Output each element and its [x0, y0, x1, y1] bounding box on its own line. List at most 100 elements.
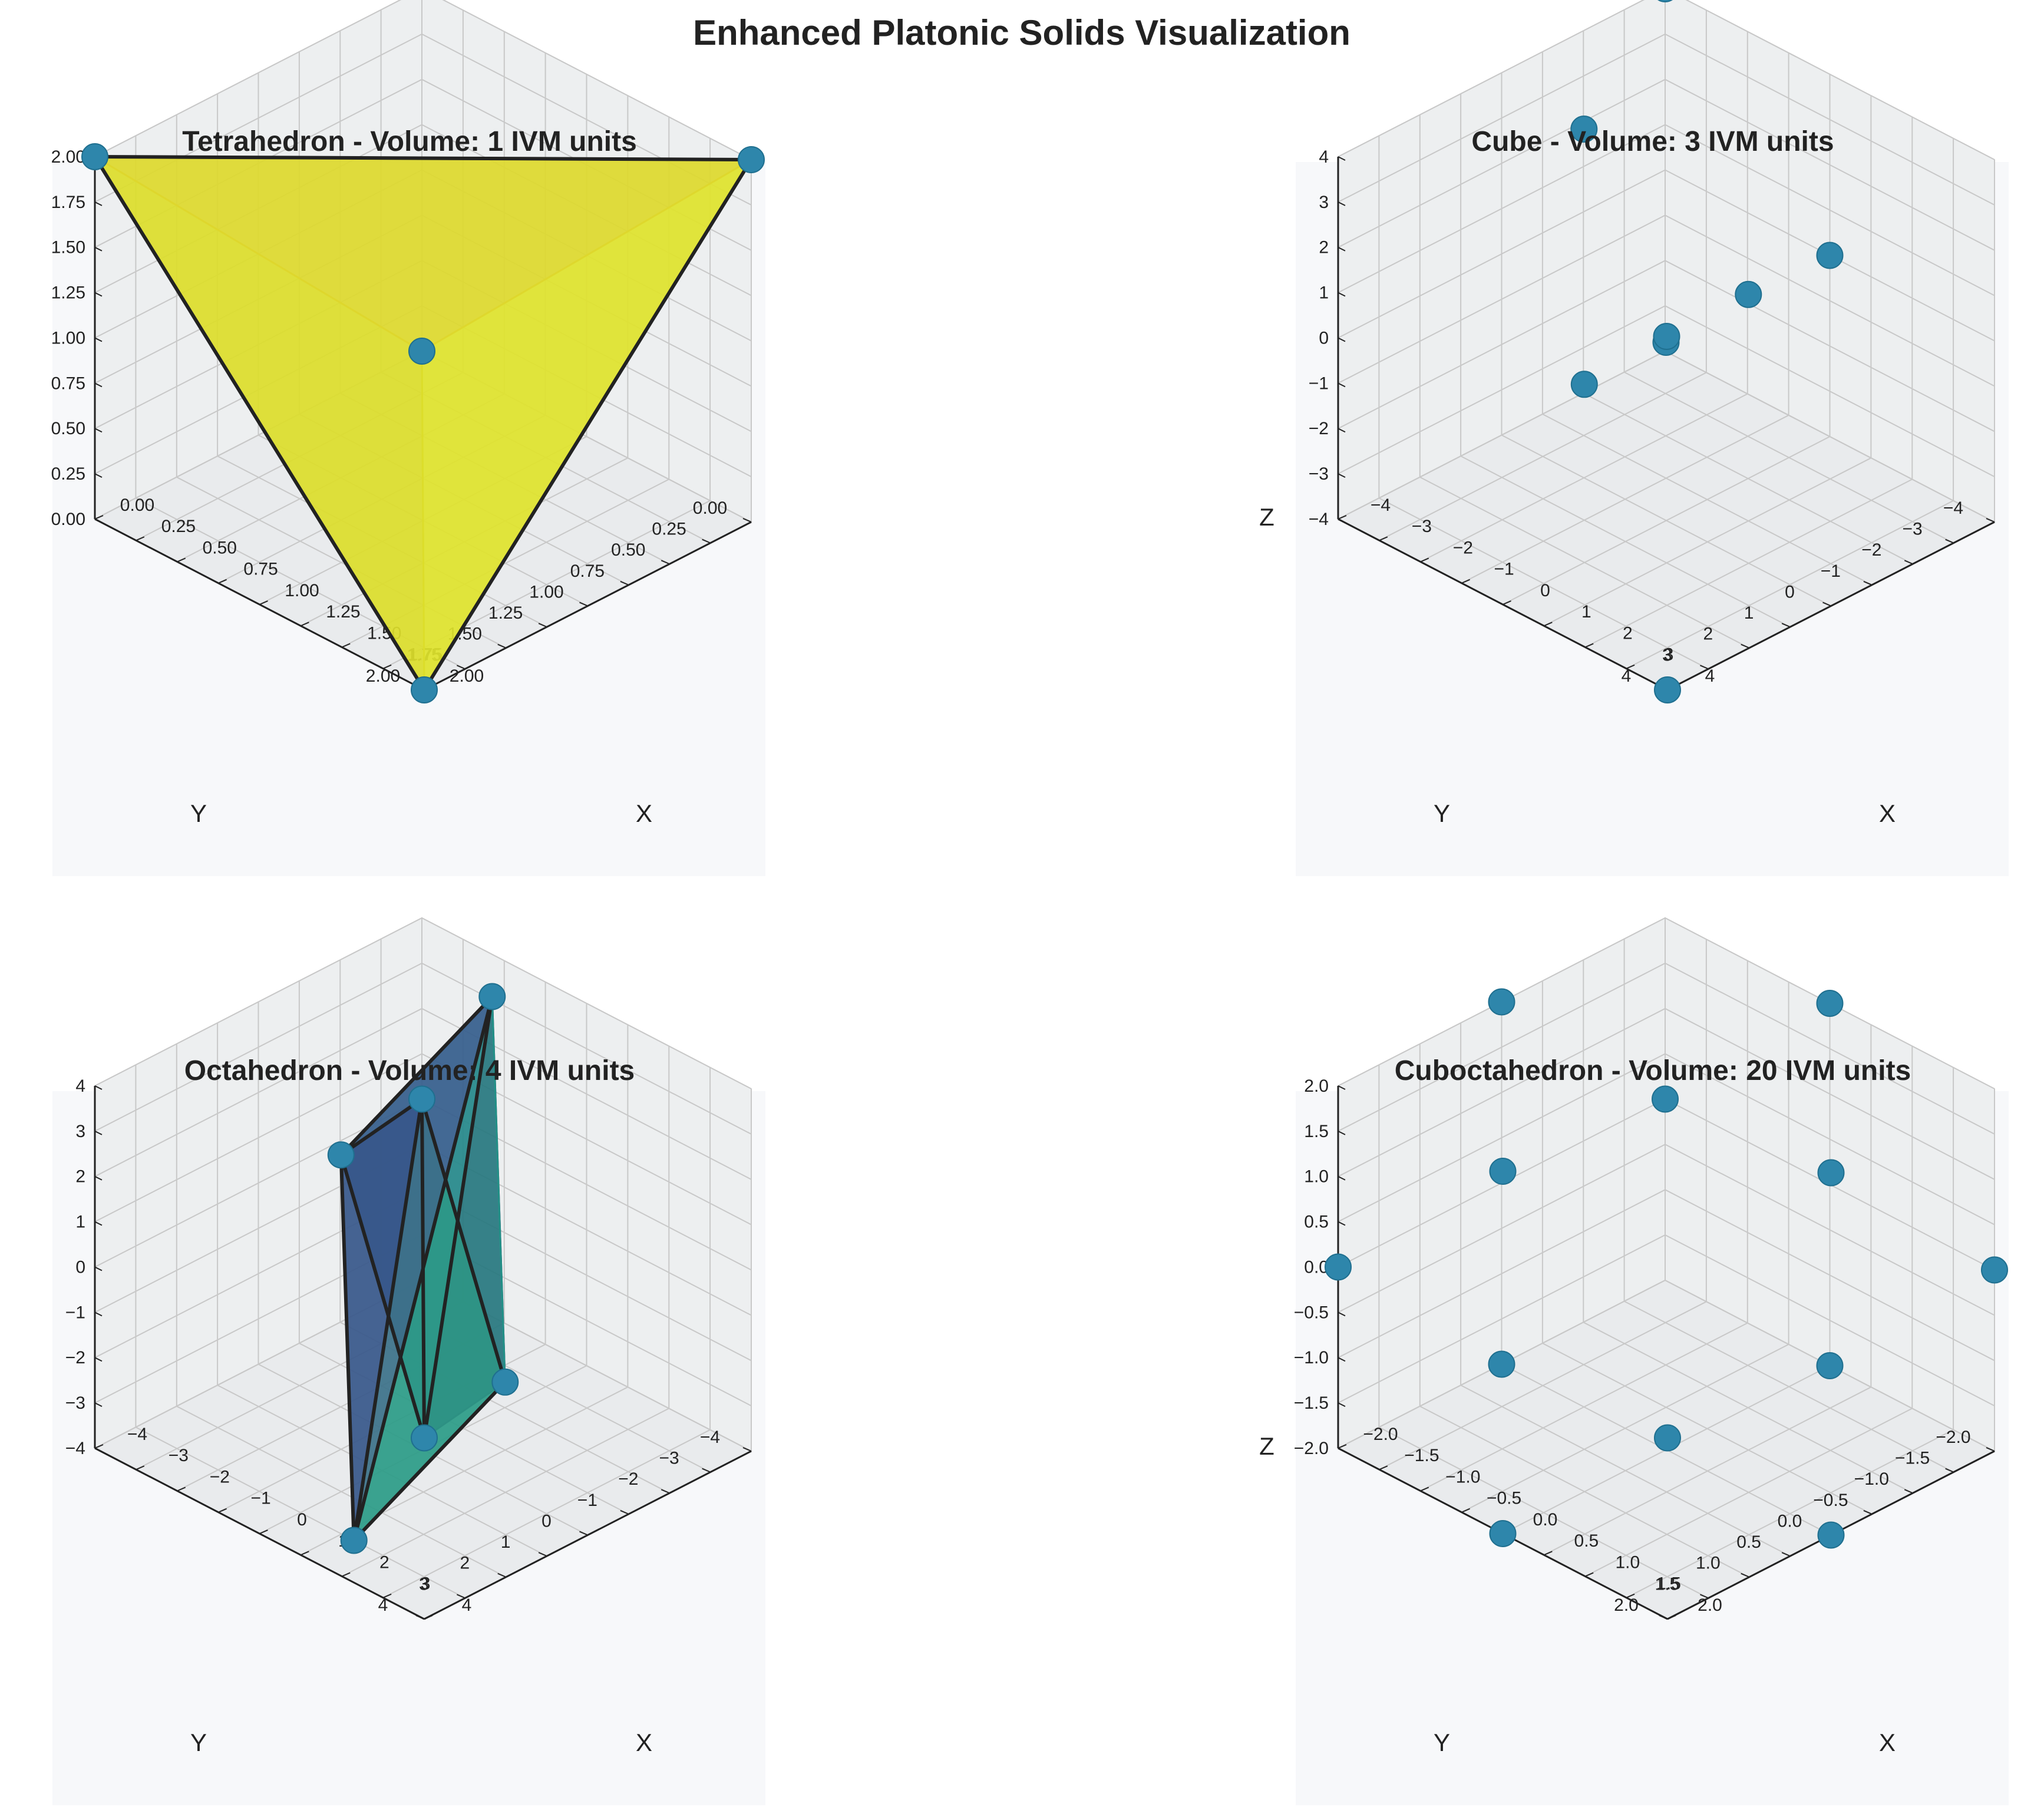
cube-vertex-point: [1570, 115, 1598, 143]
octahedron-y-tick-label: −3: [659, 1449, 679, 1468]
octahedron-z-tick: [94, 1130, 103, 1135]
tetrahedron-y-tick-label: 1.25: [488, 603, 523, 623]
cube-grid-line: [1338, 124, 1666, 293]
tetrahedron-z-tick-label: 1.00: [51, 328, 85, 348]
octahedron-z-tick-label: 4: [75, 1076, 85, 1096]
cuboctahedron-x-tick: [1626, 1593, 1635, 1598]
octahedron-x-tick: [136, 1465, 145, 1471]
cube-z-tick-label: 2: [1319, 238, 1329, 257]
cube-z-tick: [1338, 518, 1346, 523]
cube-y-tick: [1822, 602, 1831, 607]
cuboctahedron-x-tick: [1420, 1486, 1429, 1492]
tetrahedron-y-tick: [661, 560, 670, 565]
octahedron-x-tick: [300, 1551, 309, 1556]
tetrahedron-x-tick-label: 0.25: [161, 517, 196, 536]
cube-y-tick: [1741, 643, 1750, 649]
tetrahedron-panel: 0.00 0.00 0.00 0.25 0.25 0.25 0.50 0.50 0.50 0.75…: [51, 0, 765, 876]
tetrahedron-z-tick-label: 1.75: [51, 193, 85, 212]
cuboctahedron-vertex-point: [1488, 1350, 1515, 1378]
tetrahedron-z-tick: [94, 428, 103, 433]
cuboctahedron-z-tick: [1338, 1402, 1346, 1408]
cuboctahedron-grid-line: [1665, 1007, 1995, 1180]
tetrahedron-vertex-point: [738, 146, 765, 173]
cuboctahedron-z-tick-label: 2.0: [1304, 1076, 1329, 1096]
cube-vertex-point: [1654, 676, 1681, 703]
octahedron-y-tick-label: 2: [460, 1554, 470, 1573]
octahedron-z-tick-label: −3: [65, 1393, 85, 1413]
octahedron-z-tick: [94, 1085, 103, 1090]
octahedron-z-tick: [94, 1357, 103, 1362]
cuboctahedron-z-tick-label: −1.0: [1294, 1348, 1329, 1367]
tetrahedron-x-tick-label: 0.00: [120, 495, 154, 515]
tetrahedron-z-tick: [94, 382, 103, 388]
cube-grid-line: [1338, 78, 1666, 248]
cuboctahedron-y-axis-label: Y: [1434, 1729, 1450, 1756]
cube-x-tick-label: 4: [1705, 666, 1715, 686]
tetrahedron-grid-line: [442, 0, 752, 160]
cube-z-tick-label: −3: [1309, 464, 1329, 484]
cuboctahedron-grid-line: [1460, 1385, 1791, 1557]
cuboctahedron-y-tick: [1741, 1572, 1750, 1578]
octahedron-x-tick-label: 2: [379, 1552, 389, 1572]
tetrahedron-z-tick-label: 0.50: [51, 419, 85, 438]
cuboctahedron-x-tick-label: −1.0: [1445, 1467, 1480, 1486]
cuboctahedron-grid-line: [1584, 1408, 1913, 1577]
tetrahedron-edge: [93, 155, 426, 692]
cuboctahedron-grid-line: [1419, 1405, 1750, 1578]
cuboctahedron-y-tick-label: −1.5: [1895, 1449, 1930, 1468]
octahedron-grid-line: [176, 1405, 507, 1578]
cube-z-tick: [1338, 156, 1346, 161]
octahedron-x-tick: [177, 1486, 186, 1492]
tetrahedron-x-tick: [136, 536, 145, 541]
octahedron-edge: [420, 1097, 507, 1384]
octahedron-z-tick: [94, 1448, 103, 1452]
cube-y-tick: [1863, 580, 1873, 586]
octahedron-z-tick-label: 3: [75, 1122, 85, 1141]
cuboctahedron-x-axis-label: X: [1879, 1729, 1896, 1756]
octahedron-x-axis-label: X: [636, 1729, 652, 1756]
cube-grid-line: [1338, 0, 1645, 157]
cuboctahedron-y-tick: [1781, 1552, 1791, 1557]
cuboctahedron-grid-line: [1665, 963, 1995, 1135]
octahedron-panel: −4−4−4−3−3−3−2−2−2−1−1−1000111222333444X…: [52, 917, 765, 1805]
cube-x-tick-label: −2: [1453, 538, 1473, 557]
cube-grid-line: [1665, 34, 1995, 206]
cuboctahedron-y-tick-label: 2.0: [1614, 1595, 1639, 1615]
cube-grid-line: [1665, 124, 1995, 296]
cuboctahedron-z-axis-label: Z: [1259, 1432, 1274, 1460]
tetrahedron-z-tick-label: 1.25: [51, 283, 85, 303]
tetrahedron-z-tick-label: 1.50: [51, 238, 85, 257]
cuboctahedron-vertex-point: [1489, 1520, 1517, 1547]
octahedron-z-tick-label: 0: [75, 1257, 85, 1277]
octahedron-x-tick-label: 3: [421, 1574, 431, 1594]
cuboctahedron-z-tick: [1338, 1311, 1346, 1317]
cuboctahedron-x-tick-label: −2.0: [1363, 1425, 1398, 1444]
cube-y-tick-label: −4: [1943, 498, 1963, 518]
tetrahedron-y-tick: [620, 580, 629, 586]
cube-y-tick-label: −3: [1902, 520, 1922, 539]
octahedron-y-axis-label: Y: [190, 1729, 207, 1756]
cube-x-axis-label: X: [1879, 800, 1896, 827]
octahedron-y-tick-label: −4: [700, 1428, 720, 1447]
octahedron-y-tick-label: 4: [378, 1595, 388, 1615]
tetrahedron-y-tick: [702, 539, 711, 544]
cube-panel: −4 −4−4 −3 −3−3−2 −2−2−1 −1−10 001 112 22333444X…: [1259, 0, 2009, 876]
tetrahedron-z-tick-label: 0.25: [51, 464, 85, 484]
tetrahedron-vertex-point: [81, 143, 108, 170]
cube-z-tick: [1338, 428, 1346, 433]
cuboctahedron-z-tick: [1338, 1448, 1346, 1452]
cube-grid-line: [1378, 497, 1709, 670]
cube-z-tick: [1338, 337, 1346, 342]
cube-y-tick-label: 3: [1662, 645, 1672, 665]
cube-z-tick-label: 1: [1319, 283, 1329, 303]
cuboctahedron-y-tick: [1699, 1594, 1709, 1599]
octahedron-vertex-point: [408, 1085, 435, 1113]
cuboctahedron-vertex-point: [1488, 988, 1515, 1016]
cube-title: Cube - Volume: 3 IVM units: [1471, 126, 1834, 157]
tetrahedron-y-tick-label: 0.25: [652, 520, 686, 539]
cube-z-tick: [1338, 473, 1346, 478]
cuboctahedron-x-tick-label: 0.5: [1574, 1531, 1599, 1551]
cuboctahedron-y-tick-label: −0.5: [1813, 1491, 1848, 1510]
octahedron-y-tick: [661, 1489, 670, 1494]
cube-vertex-point: [1653, 323, 1680, 350]
